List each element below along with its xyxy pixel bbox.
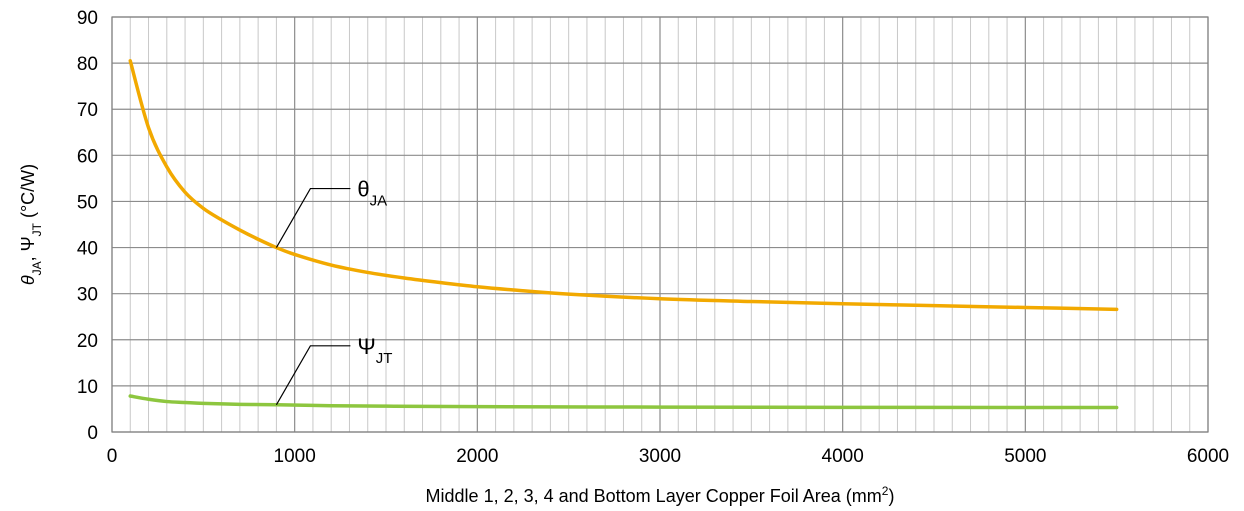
x-tick-label: 2000: [456, 446, 498, 467]
y-tick-label: 0: [87, 423, 98, 444]
y-tick-labels: 0 10 20 30 40 50 60 70 80 90: [77, 8, 98, 444]
plot-frame: [111, 16, 1209, 433]
x-tick-label: 3000: [639, 446, 681, 467]
x-axis-title-superscript: 2: [882, 484, 889, 498]
x-tick-label: 5000: [1004, 446, 1046, 467]
y-axis-title-psi: , Ψ: [18, 236, 38, 261]
y-tick-label: 20: [77, 331, 98, 352]
y-tick-label: 50: [77, 192, 98, 213]
annotation-leader-1: [275, 345, 351, 406]
y-tick-label: 90: [77, 8, 98, 29]
annotation-symbol: θ: [357, 177, 369, 202]
minor-grid: [129, 17, 1191, 432]
x-tick-labels: 0 1000 2000 3000 4000 5000 6000: [107, 446, 1229, 467]
y-tick-label: 10: [77, 377, 98, 398]
y-tick-label: 30: [77, 285, 98, 306]
y-axis-title: θJA, ΨJT (°C/W): [18, 164, 44, 285]
annotation-label-0: θJA: [357, 177, 387, 210]
x-tick-label: 4000: [822, 446, 864, 467]
annotation-label-1: ΨJT: [357, 334, 392, 367]
x-tick-label: 6000: [1187, 446, 1229, 467]
annotation-symbol: Ψ: [357, 334, 375, 359]
annotation-subscript: JT: [376, 349, 393, 366]
x-tick-label: 1000: [274, 446, 316, 467]
y-tick-label: 80: [77, 54, 98, 75]
series-line-1: [128, 394, 1119, 410]
y-tick-label: 70: [77, 100, 98, 121]
annotation-subscript: JA: [370, 192, 388, 209]
x-axis-title-tail: ): [888, 486, 894, 506]
x-axis-title: Middle 1, 2, 3, 4 and Bottom Layer Coppe…: [426, 484, 895, 506]
annotation-layer: θJA ΨJT: [275, 177, 392, 406]
x-axis-title-main: Middle 1, 2, 3, 4 and Bottom Layer Coppe…: [426, 486, 882, 506]
y-axis-title-units: (°C/W): [18, 164, 38, 223]
annotation-leader-0: [275, 187, 351, 248]
y-axis-title-sub-jt: JT: [30, 222, 44, 236]
y-tick-label: 40: [77, 239, 98, 260]
x-tick-label: 0: [107, 446, 118, 467]
y-axis-title-sub-ja: JA: [30, 261, 44, 275]
series-line-0: [128, 59, 1119, 312]
y-tick-label: 60: [77, 146, 98, 167]
y-axis-title-theta: θ: [18, 275, 38, 285]
series-layer: [128, 59, 1119, 410]
